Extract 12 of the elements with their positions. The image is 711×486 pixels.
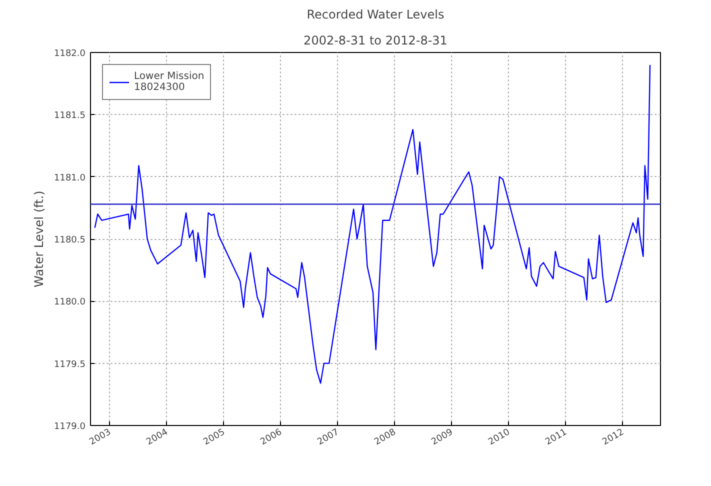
y-tick-label: 1179.5: [54, 360, 86, 370]
y-tick-label: 1181.5: [54, 111, 86, 122]
chart-title: Recorded Water Levels: [306, 8, 444, 22]
chart-subtitle: 2002-8-31 to 2012-8-31: [304, 34, 448, 48]
y-tick-label: 1180.5: [54, 236, 86, 246]
legend-label: Lower Mission 18024300: [134, 71, 204, 93]
y-axis-title: Water Level (ft.): [32, 190, 46, 288]
y-tick-label: 1179.0: [54, 422, 86, 432]
y-tick-label: 1180.0: [54, 298, 86, 308]
y-tick-label: 1182.0: [54, 49, 86, 59]
y-tick-label: 1181.0: [54, 173, 86, 184]
line-series: [94, 64, 651, 384]
